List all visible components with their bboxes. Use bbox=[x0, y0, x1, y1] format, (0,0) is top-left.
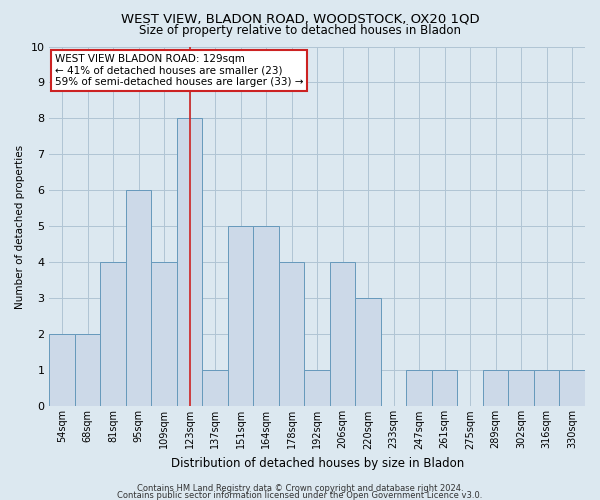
Bar bbox=[406, 370, 432, 406]
Bar bbox=[559, 370, 585, 406]
Text: Size of property relative to detached houses in Bladon: Size of property relative to detached ho… bbox=[139, 24, 461, 37]
Bar bbox=[126, 190, 151, 406]
Bar bbox=[177, 118, 202, 406]
Text: WEST VIEW BLADON ROAD: 129sqm
← 41% of detached houses are smaller (23)
59% of s: WEST VIEW BLADON ROAD: 129sqm ← 41% of d… bbox=[55, 54, 303, 87]
Bar bbox=[304, 370, 330, 406]
Bar bbox=[49, 334, 75, 406]
Bar bbox=[279, 262, 304, 406]
Bar bbox=[100, 262, 126, 406]
Text: Contains public sector information licensed under the Open Government Licence v3: Contains public sector information licen… bbox=[118, 491, 482, 500]
Bar bbox=[330, 262, 355, 406]
Bar bbox=[75, 334, 100, 406]
Bar bbox=[228, 226, 253, 406]
Bar bbox=[483, 370, 508, 406]
Bar bbox=[534, 370, 559, 406]
Bar bbox=[508, 370, 534, 406]
Bar bbox=[151, 262, 177, 406]
Bar bbox=[432, 370, 457, 406]
Text: WEST VIEW, BLADON ROAD, WOODSTOCK, OX20 1QD: WEST VIEW, BLADON ROAD, WOODSTOCK, OX20 … bbox=[121, 12, 479, 26]
Bar bbox=[202, 370, 228, 406]
Y-axis label: Number of detached properties: Number of detached properties bbox=[15, 144, 25, 308]
Bar bbox=[253, 226, 279, 406]
Bar bbox=[355, 298, 381, 406]
Text: Contains HM Land Registry data © Crown copyright and database right 2024.: Contains HM Land Registry data © Crown c… bbox=[137, 484, 463, 493]
X-axis label: Distribution of detached houses by size in Bladon: Distribution of detached houses by size … bbox=[170, 457, 464, 470]
